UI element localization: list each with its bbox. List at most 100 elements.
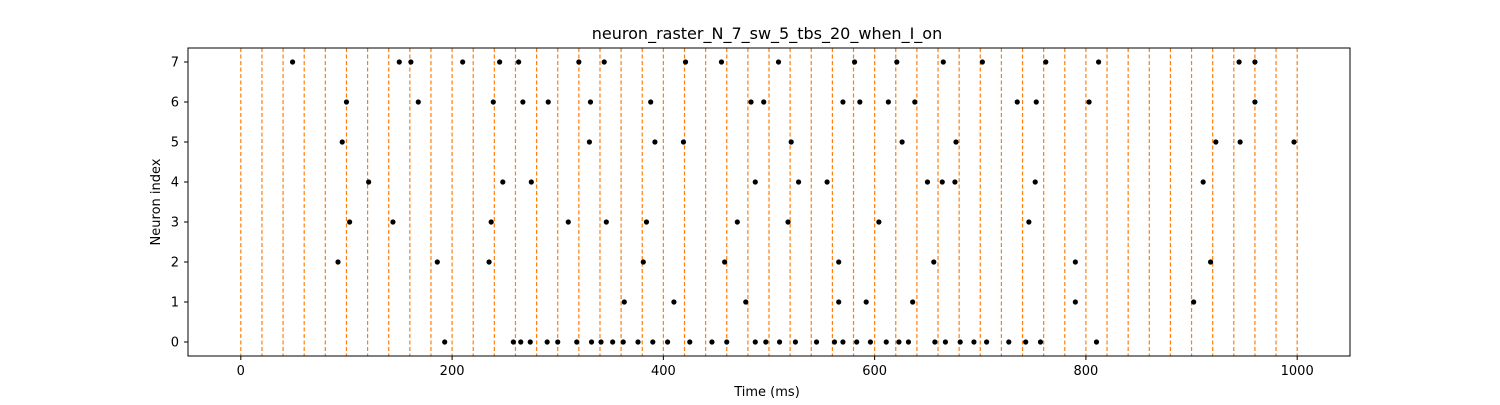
spike-point (335, 259, 341, 265)
spike-point (752, 339, 758, 345)
spike-point (520, 99, 526, 105)
y-tick-label: 0 (171, 336, 179, 351)
spike-point (415, 99, 421, 105)
spike-point (775, 59, 782, 65)
spike-point (486, 259, 492, 265)
spike-point (516, 59, 522, 65)
spike-point (851, 59, 858, 65)
spike-point (434, 259, 440, 265)
spike-point (722, 259, 728, 265)
spike-point (910, 299, 916, 305)
spike-point (788, 139, 794, 145)
spike-point (460, 59, 466, 65)
spike-point (792, 339, 799, 345)
y-tick-label: 2 (171, 256, 179, 271)
spike-point (366, 179, 372, 185)
spike-point (621, 299, 627, 305)
y-tick-label: 4 (171, 176, 179, 191)
spike-point (574, 339, 580, 345)
y-tick-label: 1 (171, 296, 179, 311)
y-tick-label: 3 (171, 216, 179, 231)
spike-point (1006, 339, 1012, 345)
spike-point (952, 179, 958, 185)
spike-point (586, 139, 593, 145)
spike-point (1237, 139, 1243, 145)
spike-point (932, 339, 938, 345)
spike-point (940, 59, 946, 65)
spike-point (709, 339, 715, 345)
y-tick-label: 5 (171, 136, 179, 151)
spike-point (867, 339, 874, 345)
spike-point (488, 219, 494, 225)
spike-point (924, 179, 931, 185)
spike-point (518, 339, 524, 345)
spike-point (942, 339, 949, 345)
x-tick-label: 800 (1073, 364, 1098, 379)
spike-point (857, 99, 863, 105)
spike-point (680, 139, 687, 145)
spike-point (896, 339, 902, 345)
spike-point (510, 339, 516, 345)
spike-point (545, 99, 551, 105)
spike-point (603, 219, 609, 225)
spike-point (1072, 259, 1078, 265)
y-tick-label: 7 (171, 56, 179, 71)
spike-point (682, 59, 689, 65)
x-axis-label: Time (ms) (733, 385, 800, 400)
plot-frame (187, 47, 1351, 357)
spike-point (1213, 139, 1219, 145)
x-axis: 0 200 400 600 800 1000 (237, 356, 1314, 379)
spike-point (894, 59, 900, 65)
spike-point (620, 339, 626, 345)
spike-point (831, 339, 838, 345)
spike-point (687, 339, 693, 345)
spike-point (635, 339, 641, 345)
spike-point (1207, 259, 1214, 265)
spike-point (1200, 179, 1206, 185)
x-tick-label: 400 (651, 364, 676, 379)
spike-point (1191, 299, 1197, 305)
spike-point (971, 339, 977, 345)
spike-point (984, 339, 990, 345)
spike-point (343, 99, 350, 105)
spike-point (761, 99, 767, 105)
spike-point (601, 59, 607, 65)
spike-point (718, 59, 725, 65)
spike-point (652, 139, 658, 145)
spike-point (1252, 99, 1258, 105)
y-axis-label: Neuron index (149, 158, 164, 245)
spike-point (813, 339, 820, 345)
spike-point (1093, 339, 1100, 345)
spike-point (1014, 99, 1020, 105)
spike-point (795, 179, 802, 185)
spike-point (664, 339, 671, 345)
spike-point (588, 339, 595, 345)
spike-point (500, 179, 506, 185)
spike-point (724, 339, 730, 345)
spike-point (776, 339, 783, 345)
spike-point (555, 339, 561, 345)
chart-title: neuron_raster_N_7_sw_5_tbs_20_when_I_on (592, 24, 942, 44)
spike-point (931, 259, 937, 265)
spike-point (339, 139, 345, 145)
spike-point (544, 339, 550, 345)
spike-point (876, 219, 882, 225)
spike-point (1072, 299, 1078, 305)
spike-point (1023, 339, 1029, 345)
spike-point (643, 219, 650, 225)
spike-point (396, 59, 402, 65)
window-lines (240, 48, 1298, 356)
spike-markers (289, 59, 1297, 345)
spike-point (763, 339, 769, 345)
spike-point (885, 99, 891, 105)
spike-point (912, 99, 918, 105)
spike-point (883, 339, 889, 345)
spike-point (1043, 59, 1049, 65)
spike-point (442, 339, 448, 345)
spike-point (289, 59, 296, 65)
spike-point (824, 179, 830, 185)
spike-point (1291, 139, 1297, 145)
x-tick-label: 1000 (1281, 364, 1314, 379)
spike-point (743, 299, 749, 305)
